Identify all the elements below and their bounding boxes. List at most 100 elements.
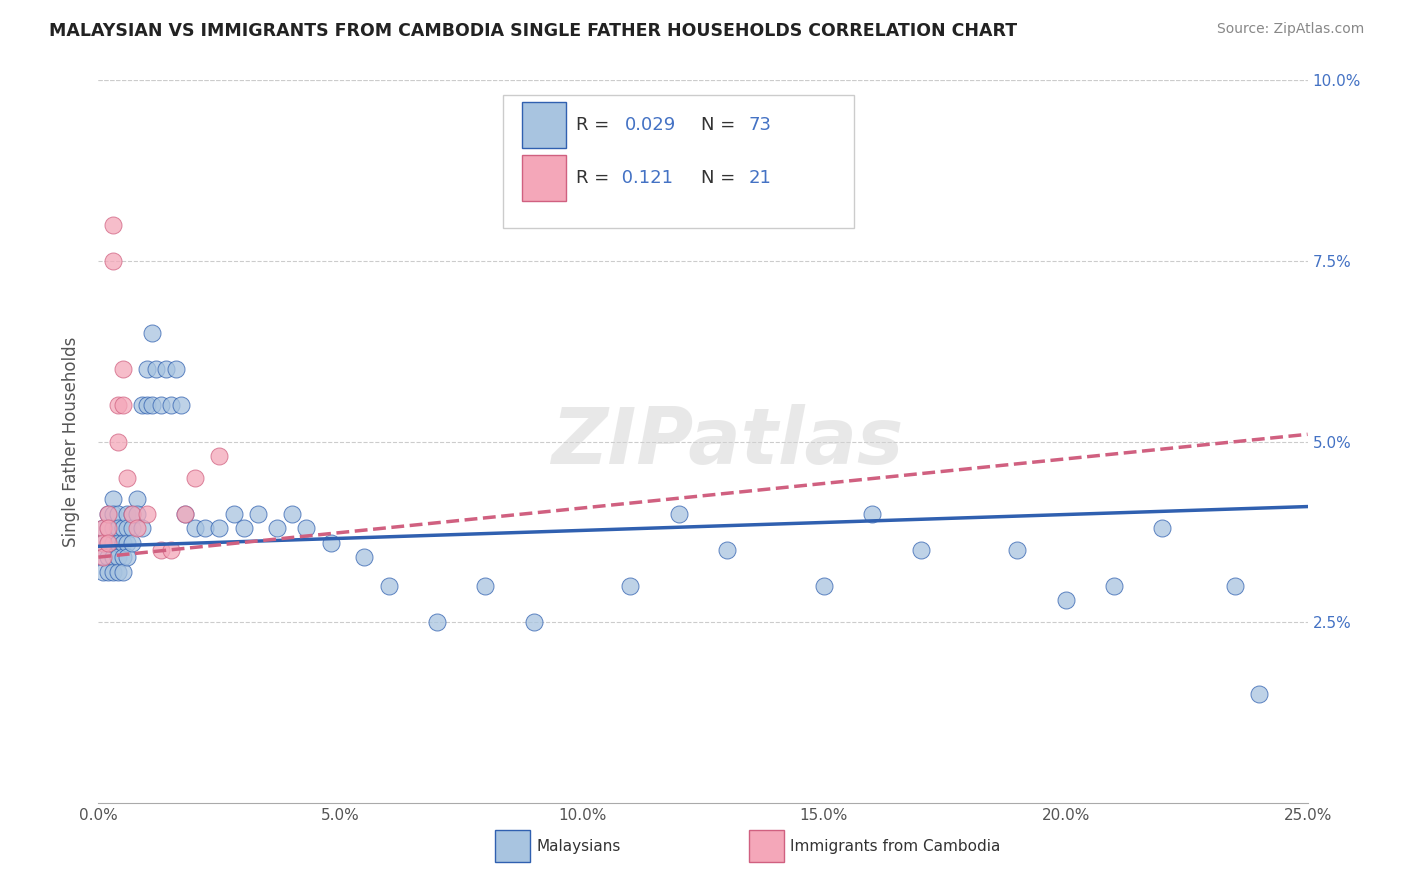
Point: [668, 507, 690, 521]
Point: [91, 550, 114, 565]
Point: [174, 507, 197, 521]
Point: [97, 521, 120, 535]
Point: [91, 521, 114, 535]
Point: [101, 492, 124, 507]
Point: [1223, 579, 1246, 593]
Text: Malaysians: Malaysians: [536, 838, 620, 854]
Point: [111, 550, 134, 565]
Point: [127, 492, 149, 507]
Point: [111, 398, 134, 412]
Text: N =: N =: [700, 169, 735, 186]
Point: [97, 550, 120, 565]
Point: [107, 550, 129, 565]
Point: [101, 254, 124, 268]
Point: [160, 542, 183, 557]
Point: [523, 615, 546, 630]
Point: [117, 550, 139, 565]
Point: [101, 535, 124, 549]
Point: [117, 507, 139, 521]
Text: 0.121: 0.121: [616, 169, 673, 186]
Point: [184, 521, 207, 535]
Point: [127, 507, 149, 521]
Point: [91, 521, 114, 535]
Point: [111, 535, 134, 549]
Point: [295, 521, 318, 535]
Point: [222, 507, 245, 521]
Point: [117, 521, 139, 535]
Point: [281, 507, 304, 521]
Point: [860, 507, 883, 521]
Point: [150, 542, 173, 557]
Point: [141, 326, 163, 340]
FancyBboxPatch shape: [522, 102, 567, 148]
Text: Immigrants from Cambodia: Immigrants from Cambodia: [790, 838, 1001, 854]
Point: [135, 398, 157, 412]
Point: [91, 535, 114, 549]
Point: [910, 542, 932, 557]
Point: [97, 507, 120, 521]
Point: [813, 579, 835, 593]
Point: [117, 471, 139, 485]
Point: [1054, 593, 1077, 607]
Point: [716, 542, 738, 557]
Point: [91, 535, 114, 549]
Text: N =: N =: [700, 116, 735, 134]
Point: [232, 521, 254, 535]
Point: [174, 507, 197, 521]
Text: 73: 73: [749, 116, 772, 134]
Point: [91, 550, 114, 565]
Point: [266, 521, 288, 535]
Y-axis label: Single Father Households: Single Father Households: [62, 336, 80, 547]
Text: ZIPatlas: ZIPatlas: [551, 403, 903, 480]
Point: [319, 535, 342, 549]
Text: R =: R =: [576, 116, 609, 134]
FancyBboxPatch shape: [495, 830, 530, 862]
Point: [97, 565, 120, 579]
Text: 21: 21: [749, 169, 772, 186]
FancyBboxPatch shape: [503, 95, 855, 228]
Point: [619, 579, 641, 593]
Point: [131, 398, 153, 412]
Point: [107, 521, 129, 535]
Text: Source: ZipAtlas.com: Source: ZipAtlas.com: [1216, 22, 1364, 37]
Point: [97, 521, 120, 535]
Point: [91, 565, 114, 579]
Point: [111, 565, 134, 579]
Point: [426, 615, 449, 630]
FancyBboxPatch shape: [749, 830, 785, 862]
Point: [377, 579, 399, 593]
Point: [117, 535, 139, 549]
Point: [165, 362, 187, 376]
Point: [1152, 521, 1174, 535]
Point: [474, 579, 496, 593]
Point: [107, 434, 129, 449]
Point: [111, 362, 134, 376]
Point: [1249, 687, 1271, 701]
Point: [131, 521, 153, 535]
Point: [353, 550, 375, 565]
Point: [145, 362, 167, 376]
Point: [121, 535, 143, 549]
Point: [184, 471, 207, 485]
Point: [107, 398, 129, 412]
Text: MALAYSIAN VS IMMIGRANTS FROM CAMBODIA SINGLE FATHER HOUSEHOLDS CORRELATION CHART: MALAYSIAN VS IMMIGRANTS FROM CAMBODIA SI…: [49, 22, 1018, 40]
Point: [107, 507, 129, 521]
Point: [97, 535, 120, 549]
Point: [97, 535, 120, 549]
Point: [160, 398, 183, 412]
Point: [150, 398, 173, 412]
Point: [101, 565, 124, 579]
Text: R =: R =: [576, 169, 609, 186]
Point: [107, 565, 129, 579]
Point: [155, 362, 177, 376]
Point: [247, 507, 270, 521]
Point: [121, 507, 143, 521]
Point: [1102, 579, 1125, 593]
Point: [127, 521, 149, 535]
Point: [101, 218, 124, 232]
Point: [1007, 542, 1029, 557]
Point: [208, 449, 231, 463]
Point: [97, 507, 120, 521]
Point: [135, 507, 157, 521]
Point: [101, 507, 124, 521]
